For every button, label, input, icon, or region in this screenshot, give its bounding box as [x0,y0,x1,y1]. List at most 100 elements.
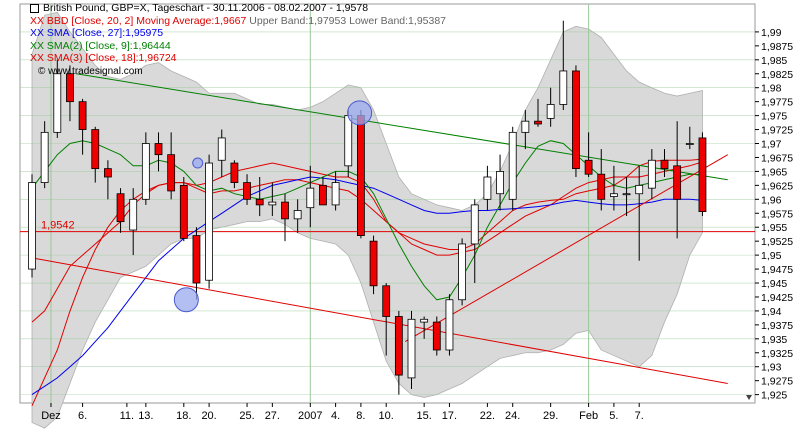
candle-body [104,168,112,178]
x-tick-label: 4. [331,410,340,422]
x-tick-label: 27. [265,410,280,422]
y-tick-label: 1,96 [761,194,782,206]
y-tick-label: 1,98 [761,83,782,95]
candle-body [129,198,138,231]
y-tick-label: 1,945 [761,278,787,290]
candle-body [584,159,593,175]
candle-body [445,299,454,351]
x-tick-label: 22. [480,410,495,422]
candle-body [610,193,618,197]
chart-title-text: British Pound, GBP=X, Tageschart - 30.11… [43,2,369,14]
y-tick-label: 1,97 [761,139,782,151]
candle-body [420,318,429,323]
candle-body [344,115,353,167]
candle-body [53,73,62,133]
candle-body [217,137,226,161]
x-tick-label: 24. [505,410,520,422]
y-tick-label: 1,9275 [761,376,793,388]
y-tick-label: 1,9525 [761,236,793,248]
candle-body [116,193,125,223]
candle-body [622,193,631,196]
y-tick-label: 1,9775 [761,97,793,109]
candle-body [597,173,606,200]
x-tick-label: 18. [176,410,191,422]
candle-body [458,243,467,301]
candle-body [521,120,530,133]
legend-sma18: XX SMA(3) [Close, 18]:1,96724 [30,52,177,64]
y-tick-label: 1,935 [761,334,787,346]
collapse-box-icon[interactable] [30,3,39,13]
legend-bbd-text: XX BBD [Close, 20, 2] Moving Average:1,9… [30,15,247,27]
candle-body [559,70,568,105]
x-tick-label: 29. [543,410,558,422]
marker-circle [347,100,373,126]
candle-body [685,143,694,145]
y-tick-label: 1,965 [761,166,787,178]
candle-body [534,120,542,125]
x-tick-label: 15. [417,410,432,422]
x-tick-label: 8. [356,410,365,422]
x-tick-label: 6. [78,410,87,422]
scroll-down-icon [746,395,752,400]
candle-body [66,73,74,103]
candle-body [293,210,302,220]
trendline-red-down [31,257,728,384]
candle-body [698,137,707,212]
watermark: © www.tradesignal.com [38,66,143,77]
candle-body [179,184,188,239]
marker-circle [192,157,204,169]
x-tick-label: 5. [609,410,618,422]
candle-body [154,143,163,156]
x-tick-label: Dez [41,410,61,422]
x-tick-label: 2007 [298,410,322,422]
candle-body [319,184,327,206]
candle-body [356,115,365,236]
y-tick-label: 1,9375 [761,320,793,332]
candle-body [673,165,682,200]
candle-body [369,240,378,287]
candle-body [230,162,239,183]
candle-body [572,70,580,170]
sma27-line [31,176,703,396]
bollinger-band-area [31,11,703,429]
y-tick-label: 1,9725 [761,125,793,137]
trendline-green-resistance [76,73,728,181]
y-tick-label: 1,9675 [761,152,793,164]
y-tick-label: 1,9325 [761,348,793,360]
y-tick-label: 1,9475 [761,264,793,276]
candle-body [382,285,391,317]
y-tick-label: 1,9875 [761,41,793,53]
candle-body [508,131,517,200]
price-level-label: 1,9542 [41,220,75,232]
x-tick-label: 11. [120,410,134,422]
candle-body [28,182,36,270]
candle-body [167,154,176,192]
candle-body [331,182,340,206]
x-tick-label: 17. [442,410,457,422]
candle-body [40,131,49,183]
candle-body [394,316,403,376]
candle-body [268,201,277,206]
candle-body [407,318,416,379]
candle-body [483,176,492,200]
x-tick-label: Feb [579,410,598,422]
legend-bbd-extra: Upper Band:1,97953 Lower Band:1,95387 [246,15,447,27]
candle-body [192,235,201,284]
y-tick-label: 1,9625 [761,180,793,192]
candle-body [91,129,100,170]
marker-circle [173,287,199,313]
candle-body [470,204,479,245]
candle-body [243,182,251,200]
chart-title: British Pound, GBP=X, Tageschart - 30.11… [30,2,368,14]
y-tick-label: 1,985 [761,55,787,67]
candle-body [306,187,315,209]
x-tick-label: 10. [379,410,394,422]
candle-body [281,201,289,220]
x-tick-label: 13. [138,410,153,422]
y-tick-label: 1,975 [761,111,787,123]
candle-body [647,159,656,189]
y-tick-label: 1,9825 [761,69,793,81]
candle-body [78,101,87,130]
candle-body [635,184,644,195]
